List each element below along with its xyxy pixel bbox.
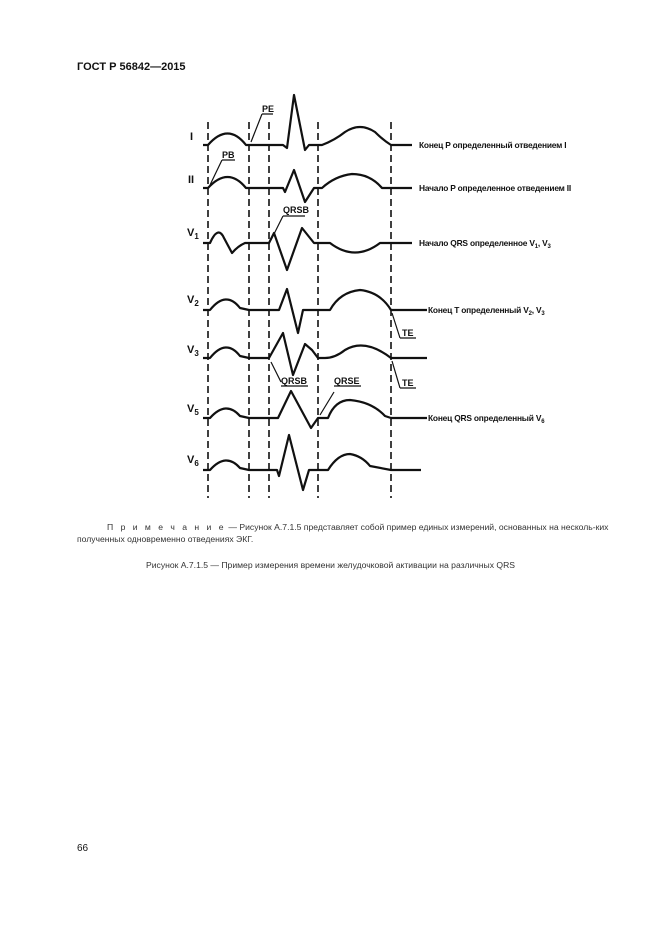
note-label: П р и м е ч а н и е <box>107 522 227 532</box>
pointer-pb <box>209 159 223 186</box>
lead-label-V3: V3 <box>187 344 199 358</box>
note-text: — Рисунок А.7.1.5 представляет собой при… <box>77 522 609 544</box>
lead-label-V2: V2 <box>187 294 199 308</box>
trace-lead-II <box>203 168 412 204</box>
marker-qrsb-2: QRSB <box>281 376 308 386</box>
marker-pb: PB <box>222 150 235 160</box>
trace-lead-V5 <box>203 389 427 430</box>
trace-lead-V1 <box>203 226 412 272</box>
lead-label-I: I <box>190 131 193 143</box>
trace-lead-V2 <box>203 287 427 335</box>
pointer-pe <box>250 113 263 143</box>
figure-caption: Рисунок А.7.1.5 — Пример измерения време… <box>145 560 516 570</box>
pointer-te-1 <box>391 312 401 339</box>
marker-qrse: QRSE <box>334 376 360 386</box>
figure-note: П р и м е ч а н и е — Рисунок А.7.1.5 пр… <box>77 521 617 545</box>
pointer-qrsb-1 <box>270 215 284 241</box>
marker-qrsb-1: QRSB <box>283 205 310 215</box>
annotation-t-end: Конец T определенный V2, V3 <box>428 305 545 317</box>
marker-pe: PE <box>262 104 274 114</box>
annotation-p-begin-lead-II: Начало P определенное отведением II <box>419 183 571 193</box>
annotation-p-end-lead-I: Конец P определенный отведением I <box>419 140 566 150</box>
trace-lead-V6 <box>203 433 421 492</box>
marker-te-1: TE <box>402 328 414 338</box>
trace-lead-V3 <box>203 331 427 377</box>
lead-label-V6: V6 <box>187 454 199 468</box>
annotation-qrs-end: Конец QRS определенный V6 <box>428 413 545 425</box>
lead-label-V1: V1 <box>187 227 199 241</box>
pointer-qrsb-2 <box>270 361 282 383</box>
lead-label-V5: V5 <box>187 403 199 417</box>
document-header: ГОСТ Р 56842—2015 <box>77 61 186 73</box>
lead-label-II: II <box>188 174 194 186</box>
page-number: 66 <box>77 843 89 854</box>
pointer-qrse <box>319 391 335 416</box>
trace-lead-I <box>203 93 412 152</box>
marker-pointers <box>209 113 416 416</box>
annotation-qrs-begin: Начало QRS определенное V1, V3 <box>419 238 552 250</box>
marker-te-2: TE <box>402 378 414 388</box>
pointer-te-2 <box>391 360 401 389</box>
